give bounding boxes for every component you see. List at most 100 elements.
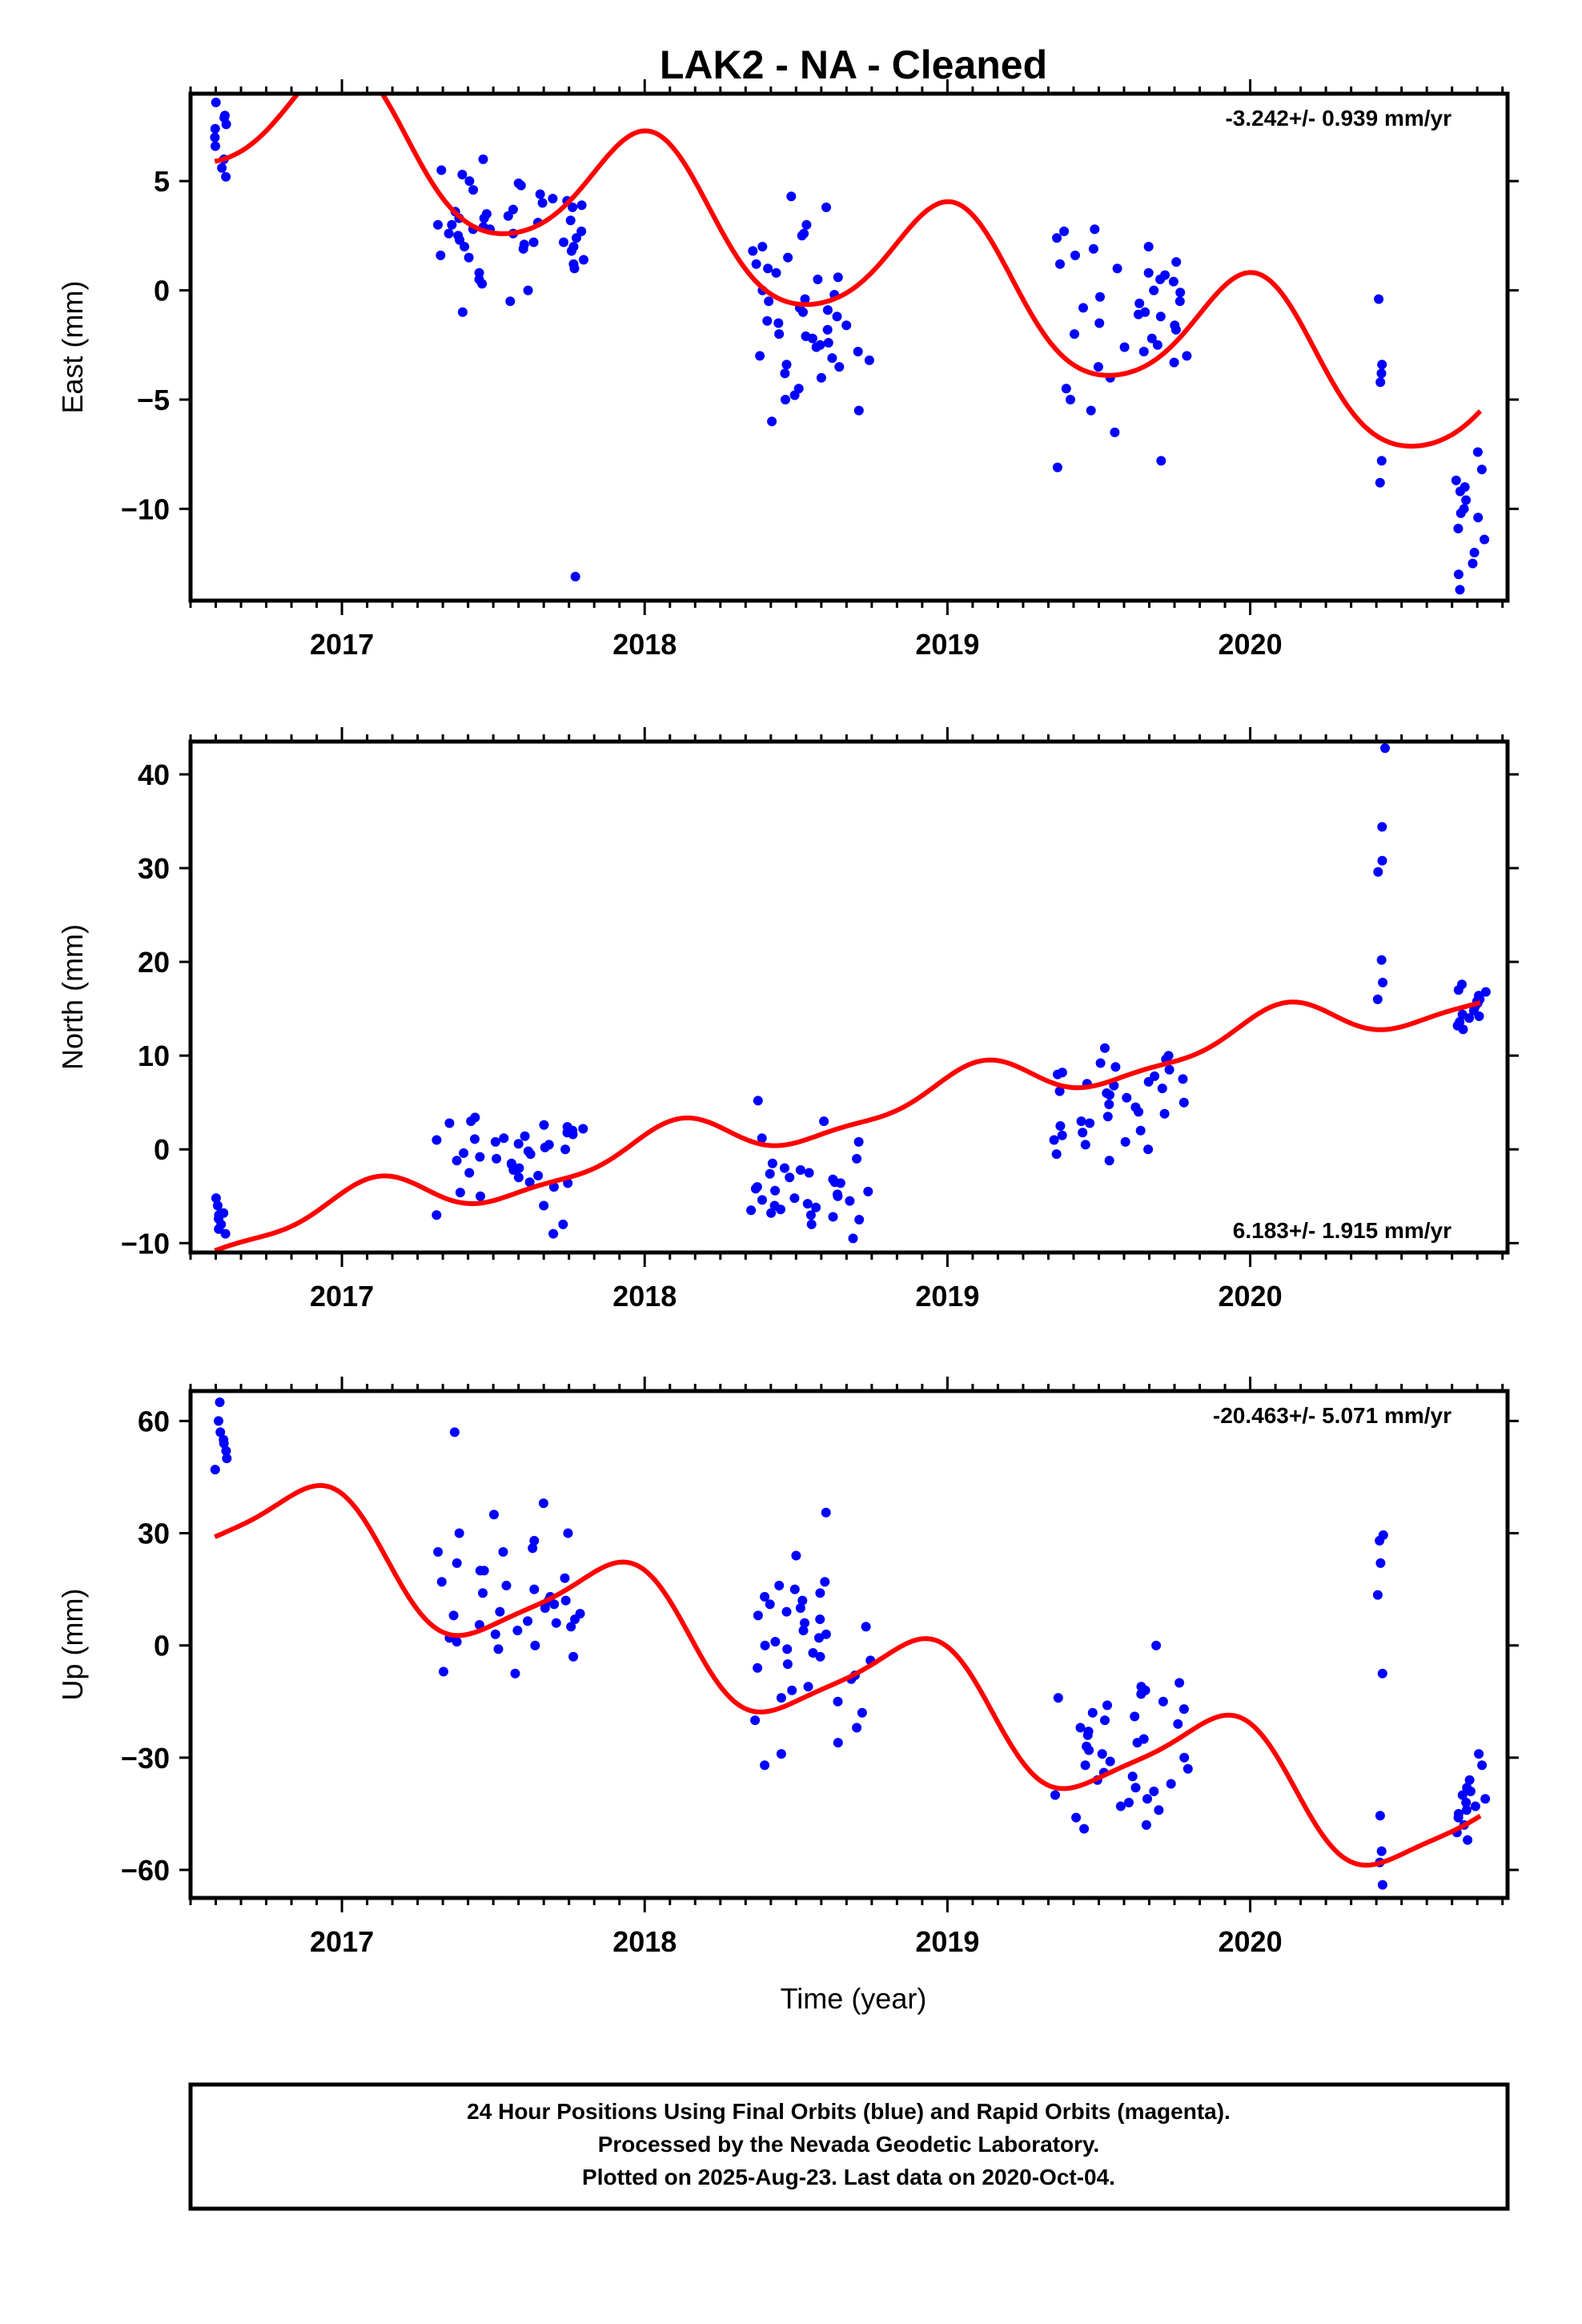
up-data-point — [820, 1577, 830, 1587]
north-data-point — [459, 1148, 469, 1158]
east-y-tick-label: 0 — [154, 275, 170, 308]
north-data-point — [833, 1189, 842, 1200]
east-data-point — [460, 242, 470, 251]
up-y-tick-label: −30 — [121, 1742, 170, 1775]
east-data-point — [537, 198, 548, 208]
east-data-point — [800, 294, 810, 304]
north-data-point — [811, 1202, 821, 1212]
up-data-point — [529, 1584, 540, 1594]
east-data-point — [773, 318, 784, 328]
north-data-point — [214, 1210, 224, 1220]
north-data-point — [819, 1116, 829, 1127]
north-data-point — [540, 1142, 550, 1152]
up-data-point — [789, 1584, 800, 1594]
north-data-point — [806, 1219, 817, 1229]
east-data-point — [569, 263, 580, 274]
north-data-point — [753, 1096, 763, 1106]
east-data-point — [210, 132, 220, 143]
up-data-point — [795, 1603, 805, 1613]
up-data-point — [454, 1528, 464, 1538]
x-axis-label: Time (year) — [781, 1982, 927, 2015]
east-data-point — [477, 279, 488, 289]
east-y-tick-label: 5 — [154, 165, 170, 198]
east-data-point — [1468, 558, 1478, 569]
up-data-point — [1173, 1719, 1183, 1729]
east-data-point — [570, 572, 580, 581]
north-data-point — [452, 1156, 462, 1166]
north-data-point — [1120, 1136, 1130, 1147]
up-data-point — [821, 1507, 831, 1518]
up-data-point — [538, 1498, 548, 1509]
up-data-point — [1158, 1696, 1168, 1707]
east-y-tick-label: −5 — [137, 384, 170, 416]
north-data-point — [1134, 1107, 1144, 1117]
up-data-point — [857, 1707, 867, 1718]
east-data-point — [1061, 384, 1071, 394]
east-data-point — [1469, 548, 1480, 557]
up-data-point — [1377, 1668, 1387, 1679]
north-data-point — [1076, 1116, 1086, 1127]
east-data-point — [436, 250, 446, 260]
north-data-point — [213, 1200, 223, 1211]
up-data-point — [1138, 1734, 1149, 1744]
north-data-point — [578, 1124, 588, 1134]
up-plot-area — [210, 1397, 1491, 1890]
east-data-point — [1451, 475, 1461, 485]
east-data-point — [535, 189, 545, 199]
east-rate-annotation: -3.242+/- 0.939 mm/yr — [1225, 106, 1452, 131]
up-data-point — [1087, 1707, 1098, 1718]
up-data-point — [1053, 1693, 1063, 1703]
east-data-point — [468, 185, 479, 195]
up-data-point — [568, 1651, 579, 1662]
up-data-point — [1461, 1805, 1472, 1815]
north-x-tick-label: 2018 — [612, 1280, 677, 1313]
east-data-point — [1155, 312, 1166, 322]
north-data-point — [845, 1196, 855, 1206]
north-data-point — [476, 1191, 485, 1201]
east-data-point — [457, 307, 468, 317]
east-data-point — [548, 194, 558, 203]
east-data-point — [801, 331, 811, 341]
up-x-tick-label: 2020 — [1219, 1925, 1283, 1958]
up-data-point — [1080, 1760, 1090, 1771]
east-data-point — [1078, 303, 1088, 313]
east-data-point — [518, 243, 528, 254]
east-data-point — [528, 237, 539, 247]
up-data-point — [776, 1749, 786, 1759]
north-x-tick-label: 2017 — [310, 1280, 374, 1313]
east-data-point — [1456, 508, 1466, 518]
up-data-point — [833, 1696, 843, 1707]
up-data-point — [214, 1416, 223, 1426]
north-data-point — [852, 1153, 862, 1164]
east-data-point — [853, 405, 864, 416]
up-data-point — [549, 1599, 560, 1610]
up-data-point — [1457, 1790, 1468, 1800]
footer-line-2: Processed by the Nevada Geodetic Laborat… — [598, 2132, 1100, 2157]
up-y-tick-label: 60 — [138, 1405, 170, 1437]
east-data-point — [1375, 377, 1386, 388]
east-data-point — [503, 211, 513, 221]
east-data-point — [1094, 318, 1105, 328]
east-plot-area — [210, 94, 1490, 595]
east-data-point — [1093, 362, 1103, 372]
north-data-point — [750, 1184, 761, 1194]
up-data-point — [1097, 1749, 1107, 1759]
up-data-point — [1377, 1880, 1387, 1890]
east-data-point — [1138, 347, 1149, 356]
up-data-point — [475, 1566, 485, 1576]
north-data-point — [1122, 1092, 1132, 1103]
north-data-point — [802, 1199, 813, 1209]
up-data-point — [215, 1397, 225, 1407]
up-data-point — [439, 1667, 448, 1677]
north-data-point — [854, 1215, 865, 1224]
north-data-point — [490, 1136, 500, 1147]
up-data-point — [529, 1535, 540, 1546]
north-data-point — [785, 1172, 795, 1183]
east-data-point — [210, 123, 220, 134]
east-fit-curve — [214, 94, 1483, 449]
east-data-point — [816, 372, 826, 383]
east-data-point — [1088, 243, 1098, 254]
north-data-point — [1143, 1076, 1154, 1087]
up-data-point — [782, 1659, 793, 1669]
east-data-point — [1086, 405, 1096, 416]
